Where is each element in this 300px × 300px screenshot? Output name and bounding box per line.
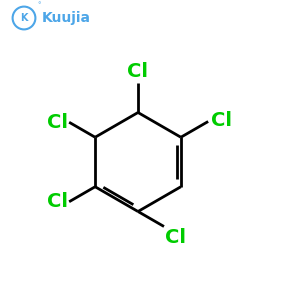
Text: Cl: Cl (211, 111, 232, 130)
Text: K: K (20, 13, 28, 23)
Text: Cl: Cl (47, 113, 68, 132)
Text: Cl: Cl (128, 62, 148, 81)
Text: Cl: Cl (47, 192, 68, 211)
Text: Kuujia: Kuujia (42, 11, 91, 25)
Text: °: ° (37, 2, 40, 8)
Text: Cl: Cl (166, 228, 187, 247)
